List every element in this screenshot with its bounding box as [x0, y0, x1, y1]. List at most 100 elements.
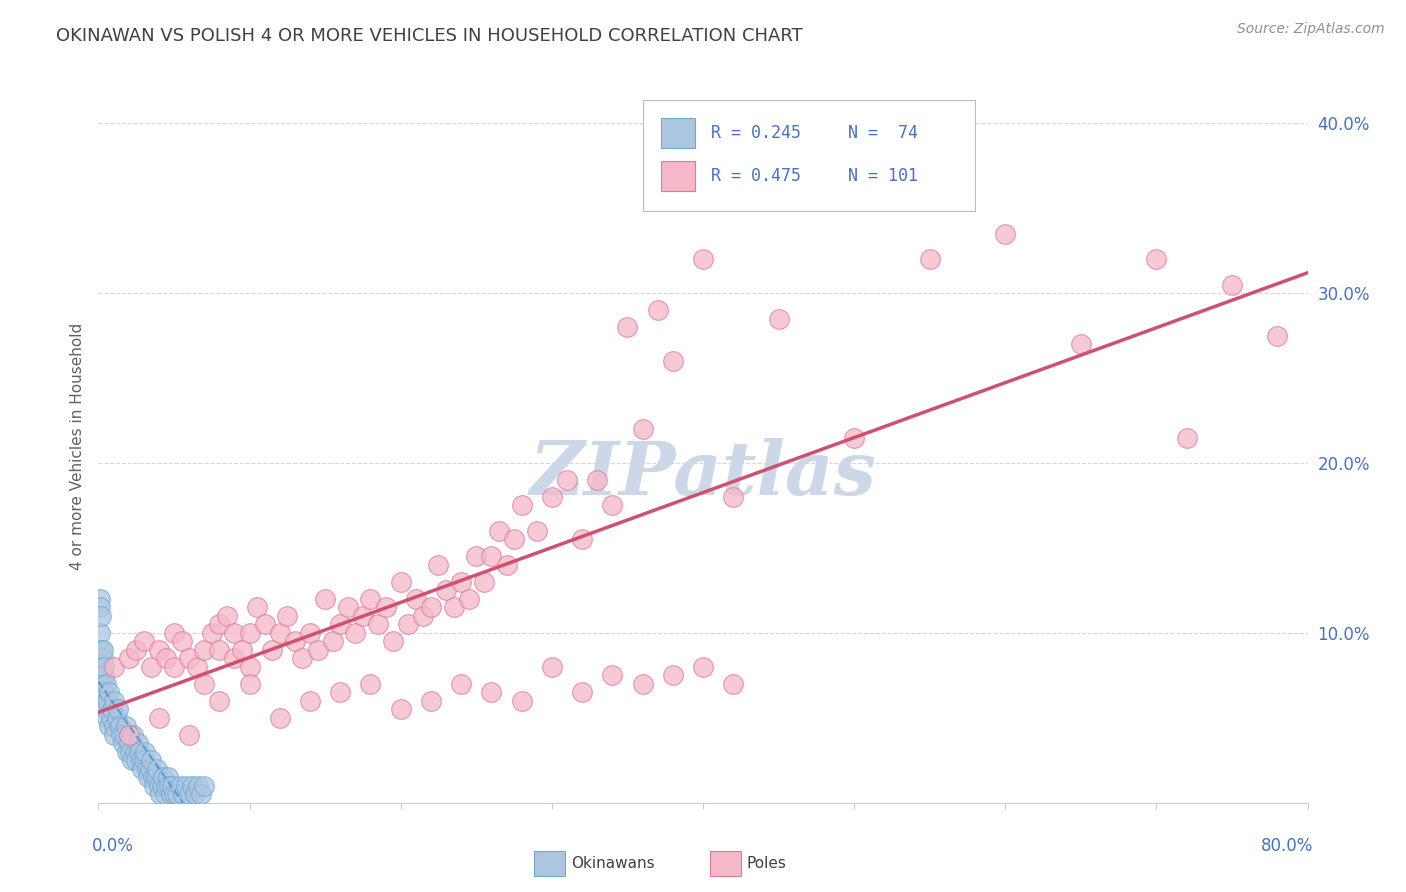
Point	[181, 779, 204, 793]
Point	[118, 728, 141, 742]
Point	[307, 643, 329, 657]
Point	[94, 677, 117, 691]
Point	[336, 600, 359, 615]
Point	[329, 617, 352, 632]
Point	[299, 626, 322, 640]
Point	[299, 694, 322, 708]
Point	[631, 677, 654, 691]
Point	[129, 753, 152, 767]
Point	[239, 677, 262, 691]
Point	[186, 660, 208, 674]
Point	[179, 728, 201, 742]
Point	[184, 787, 207, 801]
Point	[163, 787, 186, 801]
Point	[121, 753, 143, 767]
Text: N = 101: N = 101	[848, 168, 918, 186]
Point	[231, 643, 253, 657]
Text: 80.0%: 80.0%	[1261, 837, 1313, 855]
Point	[179, 787, 201, 801]
Point	[443, 600, 465, 615]
Point	[94, 702, 117, 716]
Point	[146, 762, 169, 776]
Point	[1220, 277, 1243, 292]
Point	[96, 711, 118, 725]
Point	[91, 651, 114, 665]
Point	[135, 762, 157, 776]
Point	[89, 591, 111, 606]
Point	[661, 354, 683, 368]
Point	[118, 651, 141, 665]
Point	[1070, 337, 1092, 351]
Point	[193, 779, 215, 793]
Point	[159, 779, 181, 793]
Point	[389, 574, 412, 589]
Text: Poles: Poles	[747, 856, 786, 871]
Point	[100, 711, 122, 725]
Point	[127, 736, 149, 750]
Point	[125, 753, 148, 767]
Point	[602, 668, 624, 682]
FancyBboxPatch shape	[643, 100, 976, 211]
Point	[141, 660, 163, 674]
Point	[360, 591, 382, 606]
Point	[132, 753, 155, 767]
Point	[148, 779, 170, 793]
Point	[367, 617, 389, 632]
Point	[647, 303, 669, 318]
Point	[1267, 328, 1289, 343]
Point	[172, 787, 194, 801]
Point	[472, 574, 495, 589]
Point	[314, 591, 336, 606]
Point	[692, 660, 714, 674]
Point	[150, 779, 173, 793]
Point	[160, 787, 183, 801]
Point	[89, 600, 111, 615]
Point	[153, 787, 176, 801]
Text: N =  74: N = 74	[848, 125, 918, 143]
Point	[169, 779, 191, 793]
Point	[495, 558, 517, 572]
Point	[174, 779, 197, 793]
Point	[465, 549, 488, 564]
Point	[510, 499, 533, 513]
Point	[105, 711, 128, 725]
Point	[540, 660, 562, 674]
Point	[239, 626, 262, 640]
Point	[152, 770, 174, 784]
Point	[555, 473, 578, 487]
Point	[352, 608, 374, 623]
Point	[918, 252, 941, 266]
Point	[768, 311, 790, 326]
Text: OKINAWAN VS POLISH 4 OR MORE VEHICLES IN HOUSEHOLD CORRELATION CHART: OKINAWAN VS POLISH 4 OR MORE VEHICLES IN…	[56, 27, 803, 45]
Point	[201, 626, 224, 640]
Point	[103, 660, 125, 674]
Point	[179, 651, 201, 665]
Point	[224, 651, 246, 665]
Point	[107, 702, 129, 716]
Y-axis label: 4 or more Vehicles in Household: 4 or more Vehicles in Household	[69, 322, 84, 570]
Point	[692, 252, 714, 266]
Point	[1144, 252, 1167, 266]
Point	[412, 608, 434, 623]
Point	[162, 779, 184, 793]
Point	[141, 753, 163, 767]
Point	[488, 524, 510, 538]
Text: ZIPatlas: ZIPatlas	[530, 438, 876, 511]
Point	[91, 677, 114, 691]
Point	[91, 643, 114, 657]
Point	[166, 787, 188, 801]
Point	[93, 685, 115, 699]
Point	[163, 626, 186, 640]
Text: 0.0%: 0.0%	[93, 837, 134, 855]
Point	[450, 677, 472, 691]
Point	[396, 617, 419, 632]
Point	[89, 626, 111, 640]
Text: Source: ZipAtlas.com: Source: ZipAtlas.com	[1237, 22, 1385, 37]
Point	[344, 626, 367, 640]
Point	[450, 574, 472, 589]
Point	[208, 617, 231, 632]
Point	[142, 770, 165, 784]
Point	[382, 634, 405, 648]
Point	[98, 719, 121, 733]
Point	[661, 668, 683, 682]
